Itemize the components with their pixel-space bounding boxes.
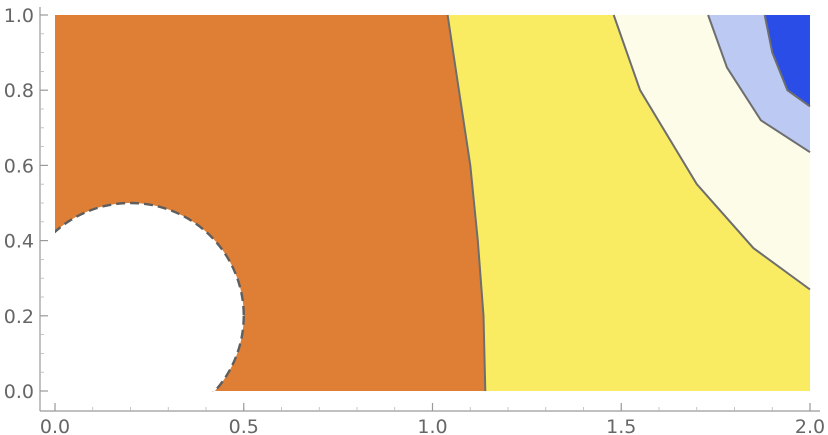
- y-tick-label: 0.4: [4, 231, 34, 253]
- region-level-4: [708, 15, 810, 153]
- region-level-3: [613, 15, 810, 290]
- contour-line-3: [707, 14, 811, 154]
- x-tick-label: 2.0: [795, 416, 825, 435]
- y-tick-label: 0.6: [4, 155, 34, 177]
- y-tick-label: 1.0: [4, 5, 34, 27]
- excluded-region: [55, 201, 245, 392]
- contour-line-4: [763, 14, 811, 108]
- x-tick-label: 0.5: [229, 416, 259, 435]
- x-tick-label: 0.0: [40, 416, 70, 435]
- excluded-disk: [55, 203, 244, 392]
- region-level-2: [447, 15, 810, 391]
- x-tick-label: 1.5: [606, 416, 636, 435]
- y-tick-label: 0.8: [4, 80, 34, 102]
- region-level-5: [764, 15, 810, 107]
- contour-lines: [446, 14, 811, 392]
- x-tick-label: 1.0: [417, 416, 447, 435]
- excluded-disk-edge: [55, 201, 245, 392]
- contour-line-1: [446, 14, 487, 392]
- axes: 0.0 0.5 1.0 1.5 2.0 0.0 0.2 0.4 0.6 0.8 1.0: [4, 5, 825, 435]
- contour-line-2: [612, 14, 811, 291]
- y-tick-label: 0.2: [4, 306, 34, 328]
- y-tick-label: 0.0: [4, 381, 34, 403]
